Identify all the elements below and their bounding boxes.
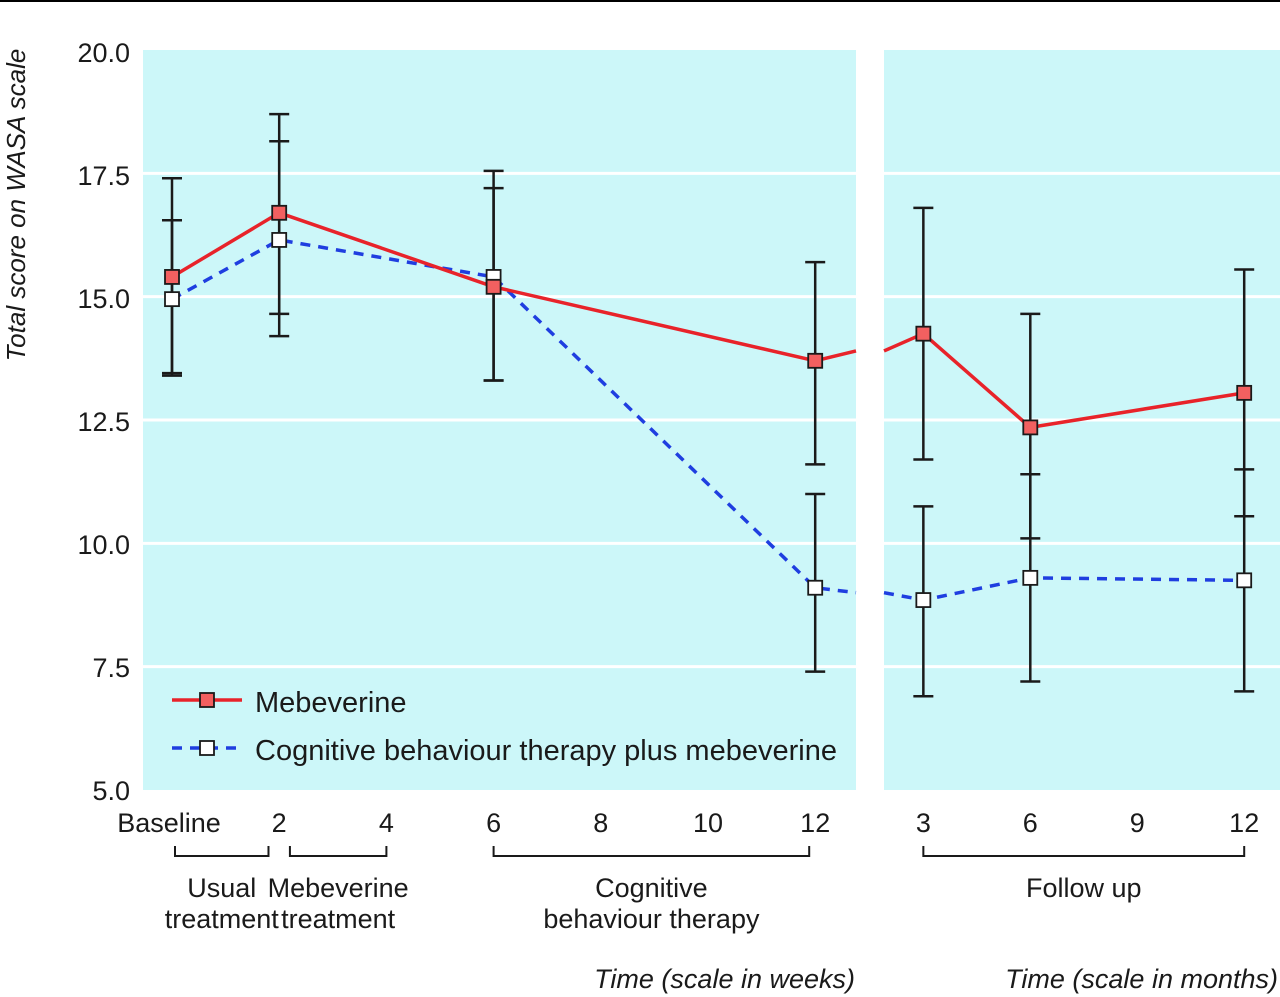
data-point-marker	[915, 325, 932, 342]
data-point-marker	[1236, 384, 1253, 401]
x-axis-title-weeks: Time (scale in weeks)	[594, 964, 855, 994]
y-tick-label: 20.0	[77, 38, 130, 68]
phase-bracket	[922, 846, 1246, 857]
phase-label: treatment	[165, 904, 280, 934]
x-axis-title-months-group: Time (scale in months)	[1005, 964, 1278, 994]
phase-label: behaviour therapy	[543, 904, 760, 934]
phase-label: Cognitive	[595, 873, 708, 903]
legend-swatch-cbt-marker	[199, 740, 215, 756]
series-line	[883, 331, 1245, 430]
phase-label: treatment	[281, 904, 396, 934]
phase-label: Usual	[187, 873, 256, 903]
y-axis: 20.0 17.5 15.0 12.5 10.0 7.5 5.0 Total s…	[1, 38, 130, 806]
x-tick-label: 6	[1023, 808, 1038, 838]
data-point-marker	[807, 579, 824, 596]
data-point-marker	[271, 232, 288, 248]
series-line	[171, 238, 857, 595]
x-tick-label: 9	[1130, 808, 1145, 838]
x-tick-label: 8	[593, 808, 608, 838]
phase-label: Mebeverine	[268, 873, 409, 903]
legend-label-mebeverine: Mebeverine	[255, 687, 407, 719]
y-tick-label: 17.5	[77, 161, 130, 191]
x-tick-label: Baseline	[117, 808, 221, 838]
series-line	[883, 576, 1245, 602]
x-axis-title-months: Time (scale in months)	[1005, 964, 1278, 994]
y-tick-label: 10.0	[77, 530, 130, 560]
phase-bracket	[174, 846, 270, 857]
x-tick-label: 2	[272, 808, 287, 838]
y-axis-title: Total score on WASA scale	[1, 49, 31, 362]
x-tick-label: 12	[800, 808, 830, 838]
phase-label: Follow up	[1026, 873, 1142, 903]
y-tick-label: 15.0	[77, 284, 130, 314]
x-tick-label: 10	[693, 808, 723, 838]
data-point-marker	[1236, 572, 1253, 589]
legend: Mebeverine Cognitive behaviour therapy p…	[172, 687, 837, 767]
x-tick-label: 3	[916, 808, 931, 838]
series-markers	[164, 204, 1253, 608]
x-tick-label: 12	[1229, 808, 1259, 838]
data-point-marker	[164, 269, 180, 285]
data-point-marker	[915, 592, 932, 608]
legend-swatch-mebeverine-marker	[199, 692, 215, 708]
y-tick-label: 12.5	[77, 407, 130, 437]
x-axis-title-weeks-group: Time (scale in weeks)	[594, 964, 855, 994]
y-tick-label: 7.5	[92, 653, 130, 683]
data-point-marker	[485, 278, 502, 295]
data-point-marker	[1022, 419, 1039, 436]
x-tick-label: 4	[379, 808, 394, 838]
data-point-marker	[271, 204, 288, 221]
x-tick-label: 6	[486, 808, 501, 838]
data-point-marker	[164, 291, 180, 308]
legend-label-cbt: Cognitive behaviour therapy plus mebever…	[255, 735, 837, 767]
phase-brackets: UsualtreatmentMebeverinetreatmentCogniti…	[165, 846, 1246, 934]
x-axis: Baseline 2 4 6 8 10 12 3 6 9 12	[117, 808, 1259, 838]
data-point-marker	[807, 352, 824, 369]
data-point-marker	[1022, 569, 1039, 586]
phase-bracket	[288, 846, 388, 857]
phase-bracket	[492, 846, 811, 857]
y-tick-label: 5.0	[92, 776, 130, 806]
